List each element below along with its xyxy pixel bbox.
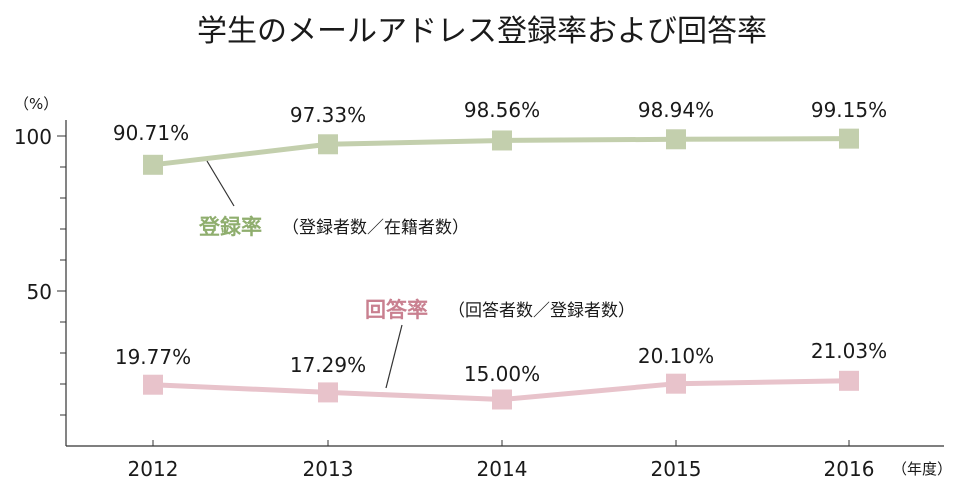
data-label: 20.10% xyxy=(638,344,714,368)
axes: 100 50 （%） 2012 2013 2014 2015 2016 （年度） xyxy=(14,95,952,481)
data-point-marker xyxy=(666,373,686,394)
leader-line-response xyxy=(385,324,403,389)
data-point-marker xyxy=(318,382,338,403)
data-label: 98.56% xyxy=(464,98,540,122)
data-label: 15.00% xyxy=(464,362,540,386)
data-point-marker xyxy=(318,134,338,155)
data-label: 97.33% xyxy=(290,103,366,127)
data-point-marker xyxy=(839,370,859,391)
data-point-marker xyxy=(143,374,163,395)
y-tick-label: 100 xyxy=(14,125,52,149)
x-tick-label: 2016 xyxy=(824,457,875,481)
data-label: 19.77% xyxy=(115,345,191,369)
series-name-registration: 登録率 xyxy=(198,215,262,239)
x-tick-label: 2012 xyxy=(128,457,179,481)
x-unit-label: （年度） xyxy=(892,460,952,478)
labels-group: 90.71% 97.33% 98.56% 98.94% 99.15% 19.77% 17.2… xyxy=(113,98,887,389)
series-desc-response: （回答者数／登録者数） xyxy=(448,301,635,321)
y-unit-label: （%） xyxy=(14,95,58,113)
data-label: 17.29% xyxy=(290,353,366,377)
data-point-marker xyxy=(492,130,512,151)
series-name-response: 回答率 xyxy=(365,298,428,322)
data-label: 90.71% xyxy=(113,121,189,145)
data-label: 99.15% xyxy=(811,98,887,122)
series-group xyxy=(143,128,859,410)
x-tick-label: 2014 xyxy=(477,457,528,481)
data-label: 98.94% xyxy=(638,98,714,122)
y-tick-label: 50 xyxy=(27,280,52,304)
data-point-marker xyxy=(839,128,859,149)
data-point-marker xyxy=(492,389,512,410)
data-point-marker xyxy=(666,129,686,150)
x-tick-label: 2013 xyxy=(303,457,354,481)
x-tick-label: 2015 xyxy=(651,457,702,481)
chart-title: 学生のメールアドレス登録率および回答率 xyxy=(197,14,767,49)
series-desc-registration: （登録者数／在籍者数） xyxy=(282,218,469,238)
data-label: 21.03% xyxy=(811,339,887,363)
leader-line-registration xyxy=(206,160,235,207)
data-point-marker xyxy=(143,154,163,175)
